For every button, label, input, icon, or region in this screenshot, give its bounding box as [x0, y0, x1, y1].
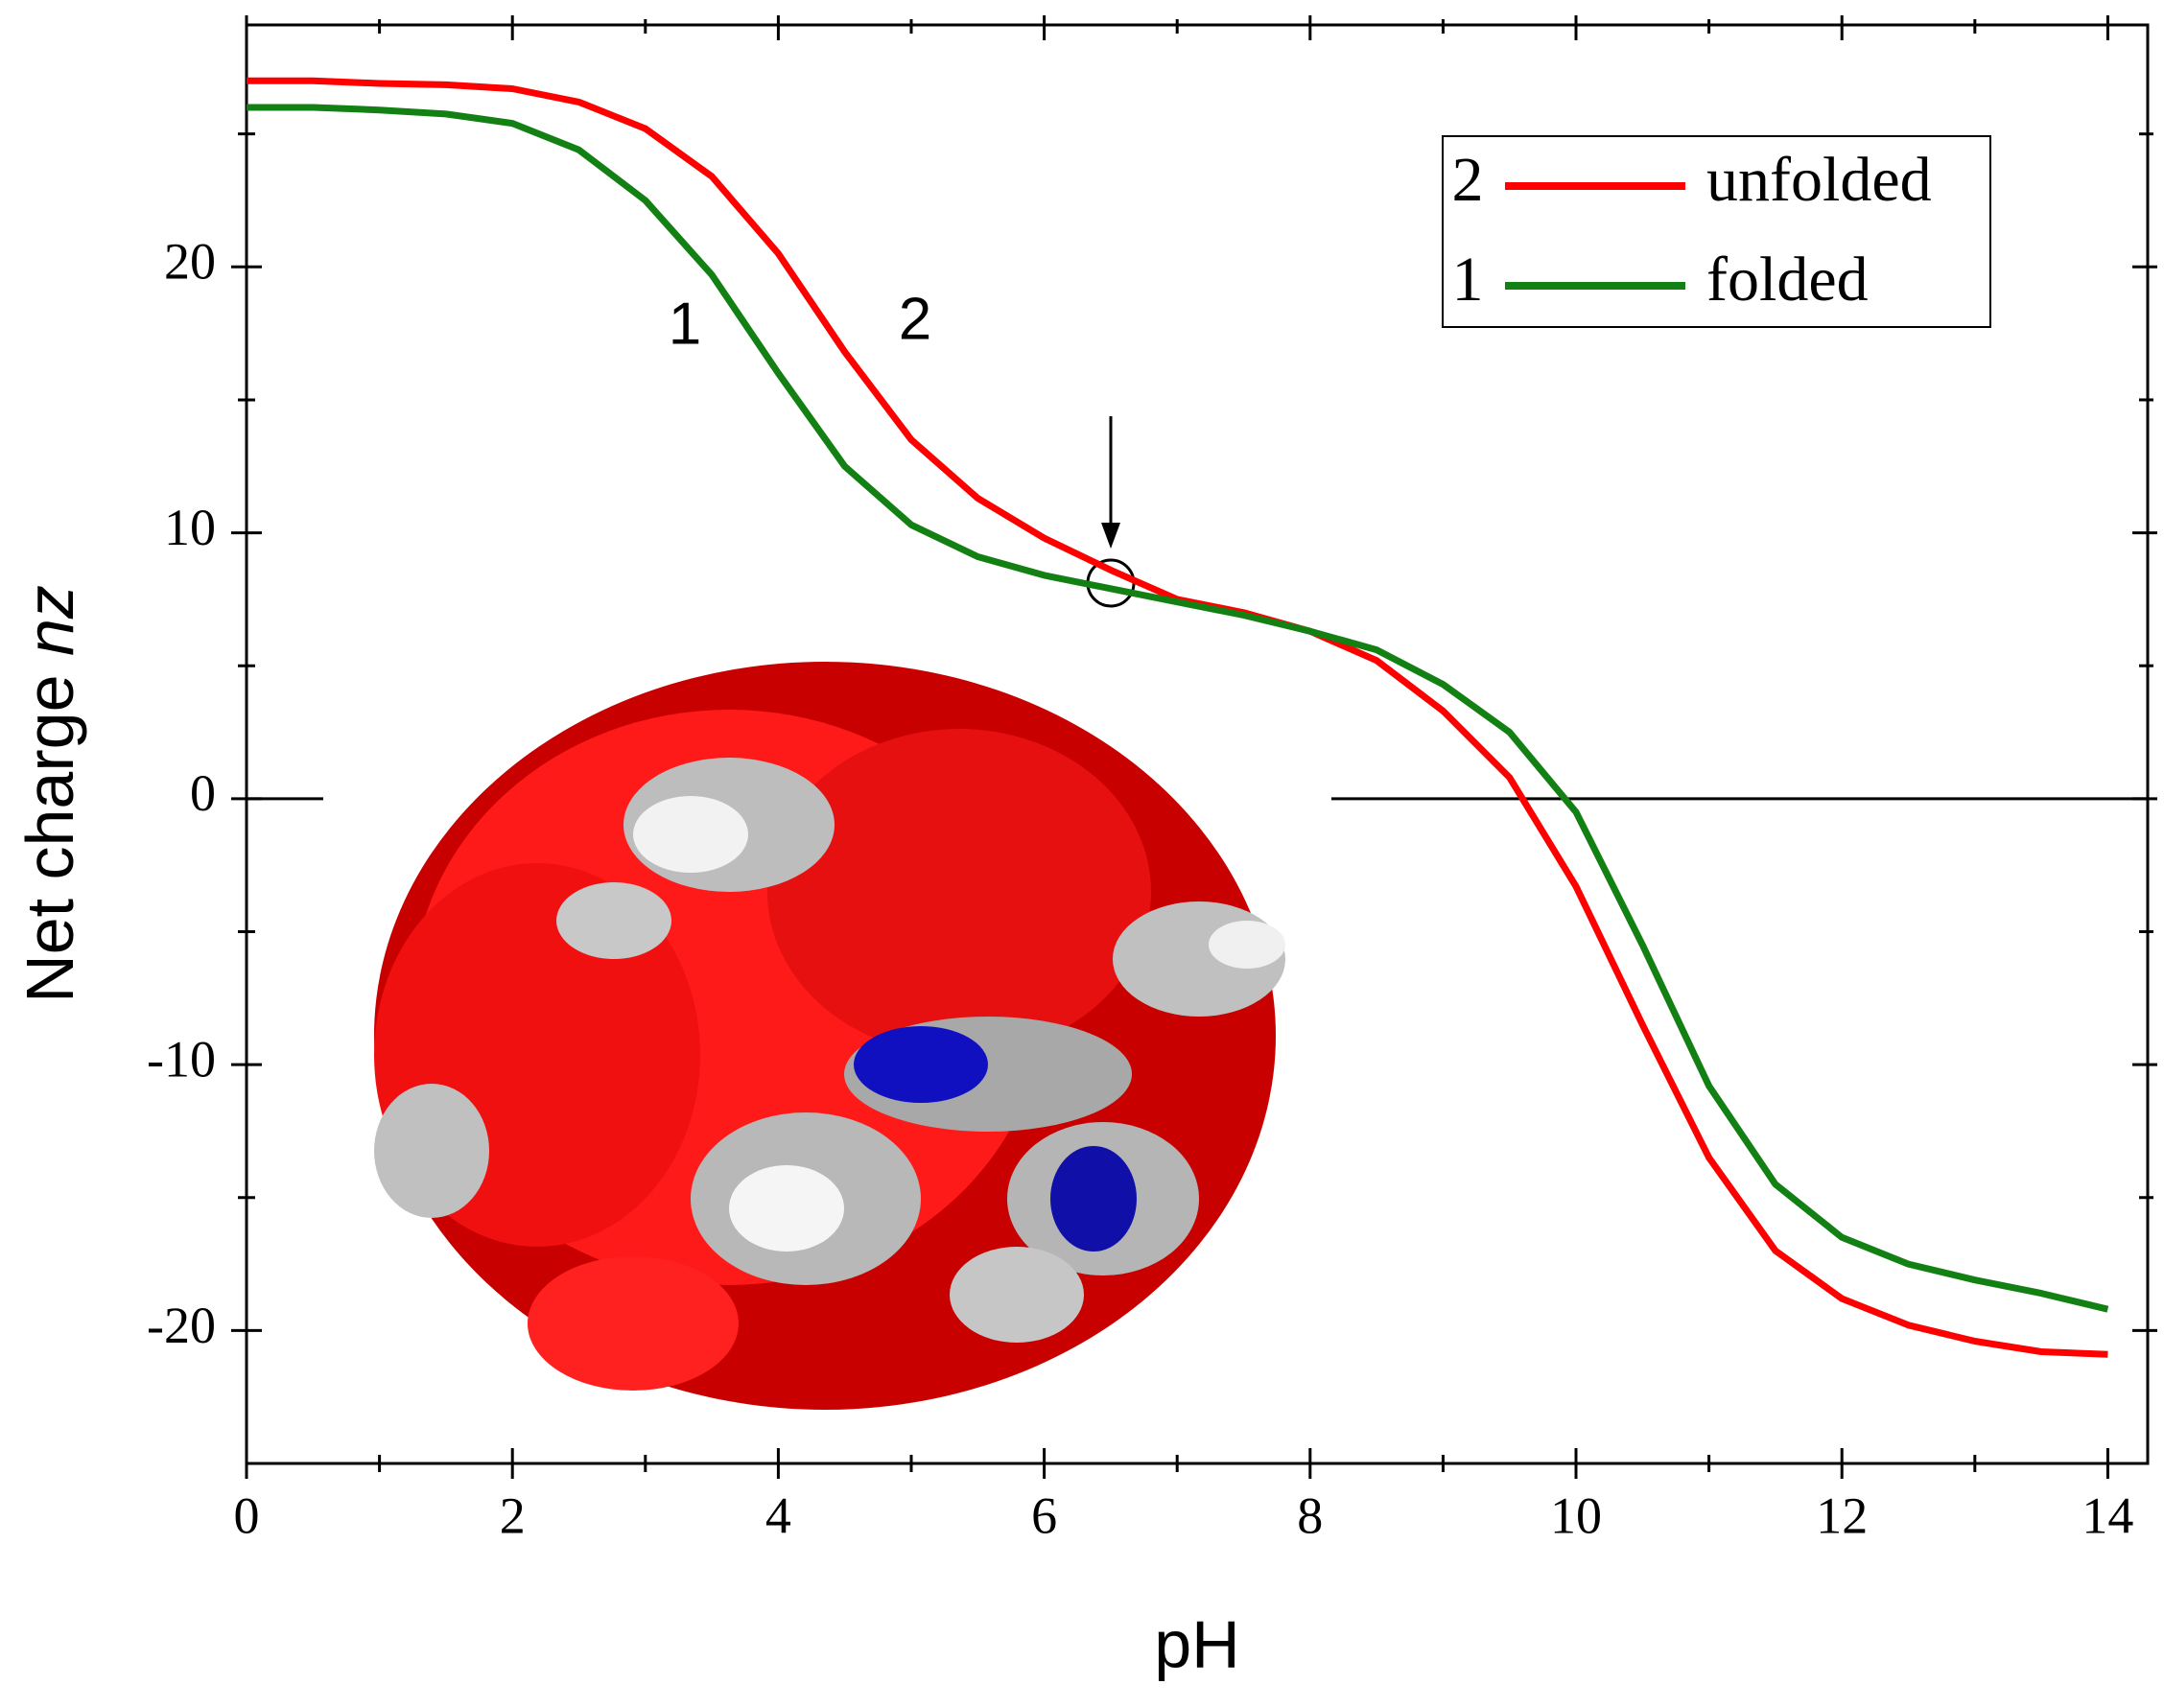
- x-tick-label: 2: [500, 1486, 526, 1544]
- x-axis-label: pH: [1154, 1606, 1239, 1681]
- curve-label: 1: [669, 291, 701, 357]
- y-tick-label: 0: [190, 764, 216, 822]
- y-axis-label-var: nz: [12, 585, 87, 656]
- x-tick-label: 0: [234, 1486, 260, 1544]
- y-tick-label: 20: [164, 233, 216, 291]
- legend: 2 unfolded 1 folded: [1442, 135, 1991, 328]
- y-tick-label: -20: [147, 1297, 216, 1354]
- y-tick-label: 10: [164, 499, 216, 556]
- curve-label: 2: [899, 286, 931, 352]
- y-axis-label-text: Net charge: [12, 656, 87, 1003]
- y-axis-label: Net charge nz: [12, 585, 87, 1003]
- plot-frame: [245, 23, 2150, 1465]
- y-tick-label: -10: [147, 1030, 216, 1088]
- x-tick-label: 8: [1297, 1486, 1323, 1544]
- x-tick-label: 14: [2082, 1486, 2133, 1544]
- legend-box: [1442, 135, 1991, 328]
- legend-label: unfolded: [1706, 145, 1932, 215]
- x-tick-label: 4: [765, 1486, 791, 1544]
- protein-image: [374, 662, 1285, 1410]
- legend-number: 1: [1452, 245, 1484, 315]
- series-line: [247, 104, 2109, 1313]
- x-tick-label: 12: [1816, 1486, 1868, 1544]
- legend-number: 2: [1452, 145, 1484, 215]
- x-tick-label: 6: [1031, 1486, 1057, 1544]
- x-tick-label: 10: [1550, 1486, 1602, 1544]
- legend-label: folded: [1706, 245, 1869, 315]
